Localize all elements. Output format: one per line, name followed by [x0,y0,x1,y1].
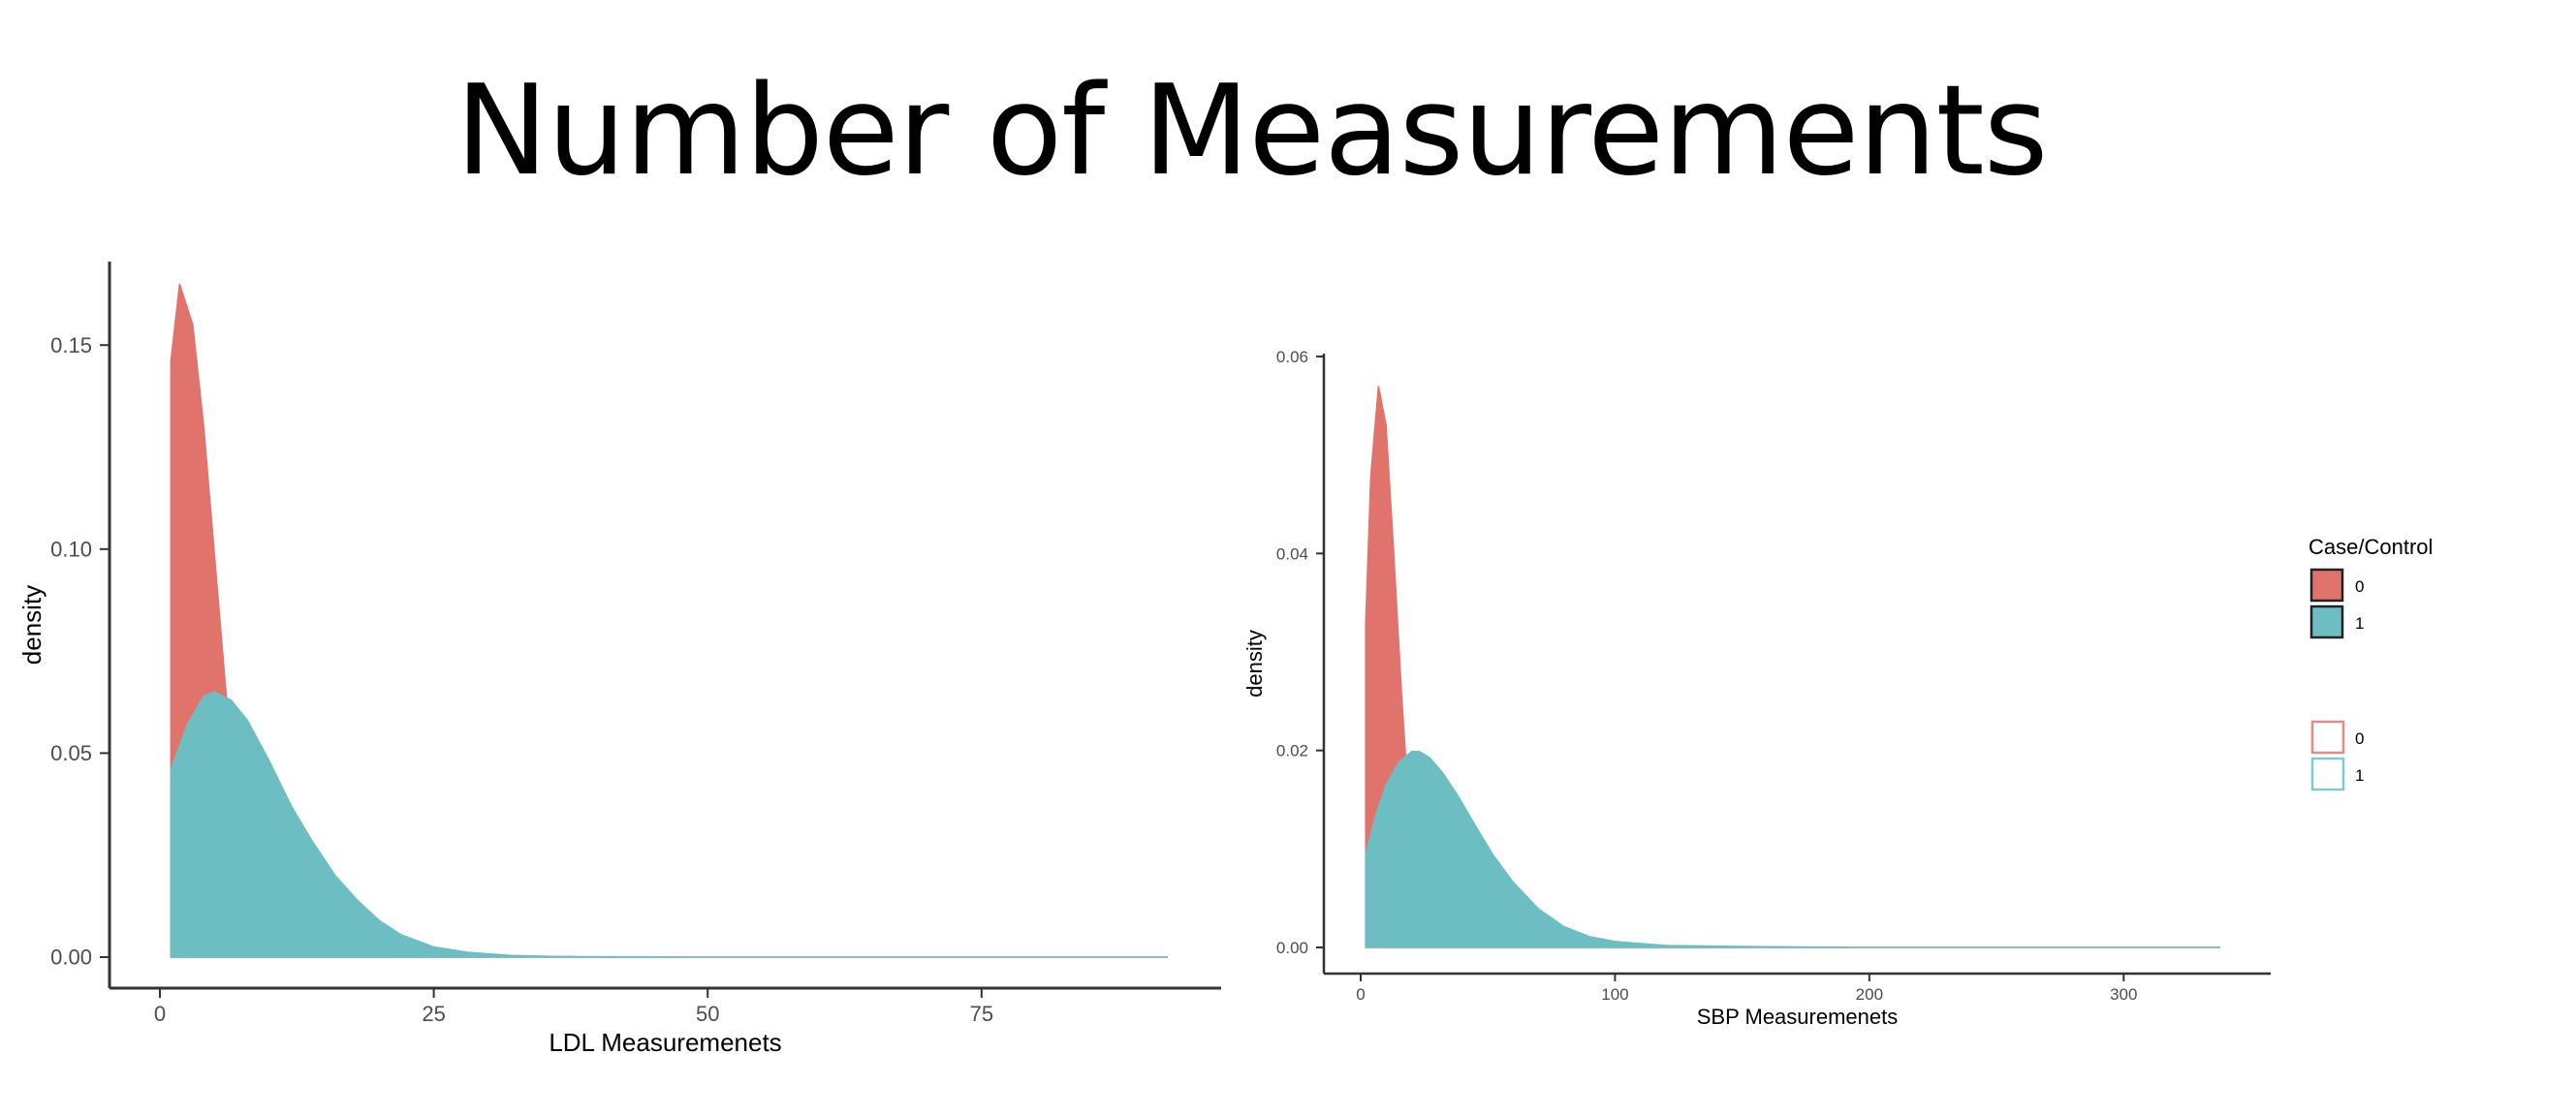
legend-title: Case/Control [2309,535,2433,559]
x-tick-label: 100 [1601,985,1628,1004]
x-axis-title: LDL Measuremenets [549,1028,781,1057]
x-tick-label: 75 [970,1002,993,1026]
y-tick-label: 0.02 [1276,742,1308,760]
x-tick-label: 200 [1856,985,1883,1004]
legend-key-filled-1 [2309,604,2344,639]
legend-label-outlined-1: 1 [2355,766,2364,785]
y-axis-title: density [1242,630,1267,698]
y-tick-label: 0.00 [1276,939,1308,957]
x-tick-label: 0 [1356,985,1365,1004]
legend-label-filled-1: 1 [2355,614,2364,633]
legend-key-outlined-1 [2310,757,2345,791]
density-area-group-1 [1365,750,2220,948]
x-tick-label: 0 [154,1002,166,1026]
x-axis-title: SBP Measuremenets [1697,1005,1898,1029]
y-axis-title: density [17,585,47,665]
slide-title: Number of Measurements [456,59,2048,203]
x-tick-label: 300 [2110,985,2137,1004]
legend-key-filled-0 [2309,568,2344,603]
legend-label-outlined-0: 0 [2355,729,2364,748]
legend: Case/Control 0 1 0 1 [2309,535,2433,791]
x-tick-label: 25 [422,1002,445,1026]
y-tick-label: 0.10 [50,538,92,562]
chart-1: 0.00 0.05 0.10 0.15 0 25 50 75 LDL Measuremenets… [17,262,1221,1057]
legend-label-filled-0: 0 [2355,577,2364,596]
legend-key-outlined-0 [2310,720,2345,755]
chart-2: 0.00 0.02 0.04 0.06 0 100 200 300 SBP Measuremen… [1242,348,2271,1029]
y-tick-label: 0.00 [50,946,92,970]
density-area-group-1 [170,691,1168,958]
y-tick-label: 0.05 [50,741,92,765]
y-tick-label: 0.06 [1276,348,1308,366]
x-tick-label: 50 [696,1002,719,1026]
y-tick-label: 0.04 [1276,544,1308,563]
y-tick-label: 0.15 [50,333,92,357]
